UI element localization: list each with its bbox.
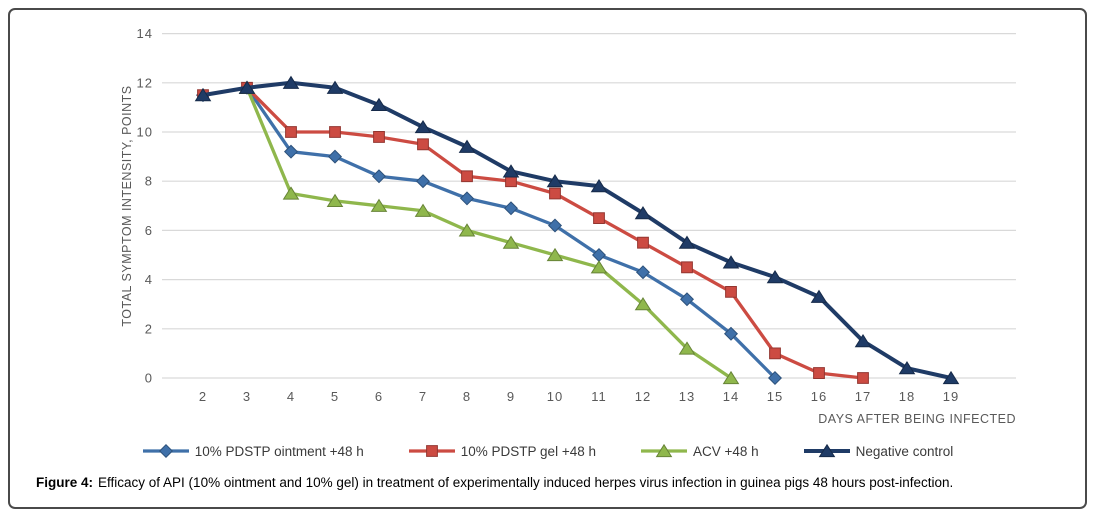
triangle-marker-icon <box>803 443 850 458</box>
diamond-marker-icon <box>142 443 189 459</box>
svg-text:8: 8 <box>145 174 153 189</box>
triangle-marker-icon <box>640 443 687 458</box>
svg-text:15: 15 <box>767 389 783 404</box>
svg-text:0: 0 <box>145 371 153 386</box>
svg-text:14: 14 <box>137 26 153 41</box>
svg-text:7: 7 <box>419 389 427 404</box>
svg-text:19: 19 <box>943 389 959 404</box>
svg-text:14: 14 <box>723 389 739 404</box>
legend-item: ACV +48 h <box>640 443 759 459</box>
svg-text:6: 6 <box>375 389 383 404</box>
figure-caption-label: Figure 4: <box>36 475 94 490</box>
figure-caption: Figure 4: Efficacy of API (10% ointment a… <box>10 475 1085 492</box>
svg-text:DAYS AFTER BEING INFECTED: DAYS AFTER BEING INFECTED <box>818 412 1016 426</box>
legend-label: ACV +48 h <box>692 443 759 459</box>
svg-text:10: 10 <box>137 125 153 140</box>
svg-text:6: 6 <box>145 223 153 238</box>
svg-text:11: 11 <box>591 389 607 404</box>
svg-text:5: 5 <box>331 389 339 404</box>
svg-text:3: 3 <box>243 389 251 404</box>
svg-text:2: 2 <box>145 321 153 336</box>
svg-text:8: 8 <box>463 389 471 404</box>
legend-item: Negative control <box>803 443 954 459</box>
svg-text:2: 2 <box>199 389 207 404</box>
svg-text:9: 9 <box>507 389 515 404</box>
svg-text:18: 18 <box>899 389 915 404</box>
svg-text:12: 12 <box>635 389 651 404</box>
chart-legend: 10% PDSTP ointment +48 h 10% PDSTP gel +4… <box>10 441 1085 461</box>
legend-item: 10% PDSTP ointment +48 h <box>142 443 364 459</box>
legend-item: 10% PDSTP gel +48 h <box>408 443 596 459</box>
figure-caption-text: Efficacy of API (10% ointment and 10% ge… <box>98 475 954 490</box>
square-marker-icon <box>408 445 455 457</box>
svg-text:4: 4 <box>287 389 295 404</box>
legend-label: Negative control <box>855 443 954 459</box>
svg-text:TOTAL SYMPTOM INTENSITY, POINT: TOTAL SYMPTOM INTENSITY, POINTS <box>120 85 134 326</box>
legend-label: 10% PDSTP gel +48 h <box>460 443 596 459</box>
svg-text:13: 13 <box>679 389 695 404</box>
svg-text:10: 10 <box>547 389 563 404</box>
svg-text:4: 4 <box>145 272 153 287</box>
svg-text:17: 17 <box>855 389 871 404</box>
figure-panel: 0 2 4 6 8 10 12 14 2 3 4 5 6 7 8 9 10 11 12 13 14 15 16 17 18 19 D… <box>8 8 1087 509</box>
legend-label: 10% PDSTP ointment +48 h <box>194 443 364 459</box>
svg-text:12: 12 <box>137 75 153 90</box>
line-chart: 0 2 4 6 8 10 12 14 2 3 4 5 6 7 8 9 10 11 12 13 14 15 16 17 18 19 D… <box>120 26 1016 426</box>
svg-text:16: 16 <box>811 389 827 404</box>
